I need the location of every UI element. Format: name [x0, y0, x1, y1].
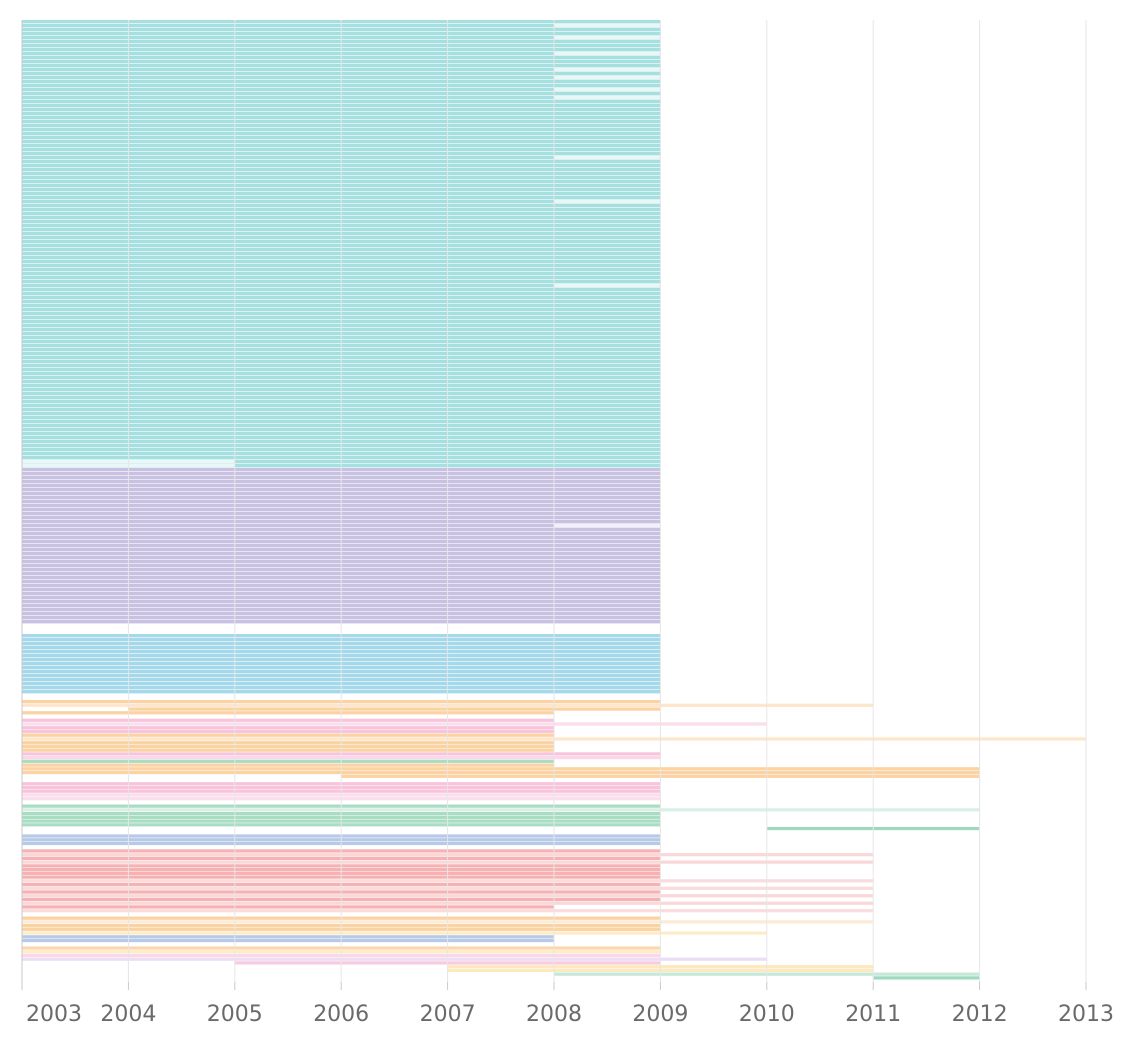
bar-orange: [22, 763, 554, 767]
bar-orange: [22, 767, 980, 771]
bar-pink: [22, 726, 554, 730]
x-tick-label: 2012: [952, 1002, 1008, 1027]
bar-gap: [554, 52, 661, 55]
x-tick-label: 2003: [26, 1002, 82, 1027]
bar-orange: [128, 707, 661, 711]
bar-gap: [554, 24, 661, 27]
bar-green: [22, 759, 554, 763]
bar-gap: [554, 88, 661, 91]
bar-lavender: [22, 957, 767, 961]
bar-pink: [22, 729, 554, 734]
bar-gap: [554, 36, 661, 39]
x-axis: 2003 2004 2005 2006 2007 2008 2009 2010 2011 2012…: [21, 20, 1114, 1027]
x-tick-label: 2013: [1058, 1002, 1114, 1027]
x-tick-label: 2011: [845, 1002, 901, 1027]
bar-pink: [22, 718, 554, 722]
bar-green: [22, 808, 980, 812]
bar-orange: [22, 711, 554, 715]
x-tick-label: 2005: [207, 1002, 263, 1027]
bar-gap: [554, 284, 661, 287]
x-tick-label: 2007: [420, 1002, 476, 1027]
bar-yellow: [22, 931, 767, 935]
x-tick-label: 2008: [526, 1002, 582, 1027]
bar-orange: [22, 733, 554, 737]
bar-orange: [22, 748, 554, 752]
bar-pink: [22, 722, 767, 726]
bar-gap: [554, 68, 661, 71]
bar-gap: [554, 76, 661, 79]
bar-red: [22, 905, 554, 909]
bar-gap: [554, 200, 661, 203]
bar-orange: [22, 744, 554, 749]
bar-orange: [22, 741, 554, 745]
x-tick-label: 2009: [632, 1002, 688, 1027]
bar-orange: [22, 770, 980, 775]
x-tick-label: 2010: [739, 1002, 795, 1027]
bar-gap: [554, 96, 661, 99]
bar-gap: [22, 778, 342, 782]
bar-gap: [554, 156, 661, 159]
x-tick-label: 2004: [100, 1002, 156, 1027]
bar-steel: [22, 935, 554, 939]
bar-green: [873, 976, 980, 980]
x-tick-label: 2006: [313, 1002, 369, 1027]
bar-steel: [22, 938, 554, 943]
gridlines: [21, 20, 1087, 982]
bar-gap: [554, 524, 661, 527]
